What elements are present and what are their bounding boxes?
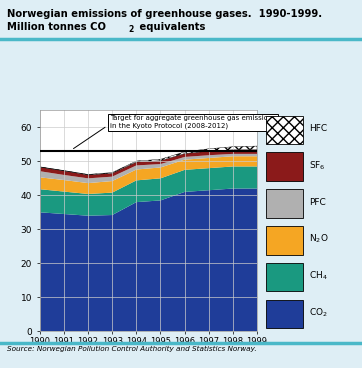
Text: PFC: PFC (310, 198, 326, 207)
Bar (266, 226, 303, 255)
Bar (266, 189, 303, 218)
Text: CO$_2$: CO$_2$ (310, 307, 328, 319)
Text: Million tonnes CO: Million tonnes CO (7, 22, 106, 32)
Text: SF$_6$: SF$_6$ (310, 159, 326, 172)
Text: equivalents: equivalents (136, 22, 205, 32)
Text: Norwegian emissions of greenhouse gases.  1990-1999.: Norwegian emissions of greenhouse gases.… (7, 9, 323, 19)
Bar (266, 152, 303, 181)
Bar (266, 116, 303, 144)
Text: 2: 2 (129, 25, 134, 34)
Text: HFC: HFC (310, 124, 328, 133)
Text: Target for aggregate greenhouse gas emissions
in the Kyoto Protocol (2008-2012): Target for aggregate greenhouse gas emis… (110, 116, 276, 129)
Bar (266, 300, 303, 328)
Text: N$_2$O: N$_2$O (310, 233, 329, 245)
Text: Source: Norwegian Pollution Control Authority and Statistics Norway.: Source: Norwegian Pollution Control Auth… (7, 346, 257, 352)
Text: CH$_4$: CH$_4$ (310, 270, 328, 282)
Bar (266, 263, 303, 291)
